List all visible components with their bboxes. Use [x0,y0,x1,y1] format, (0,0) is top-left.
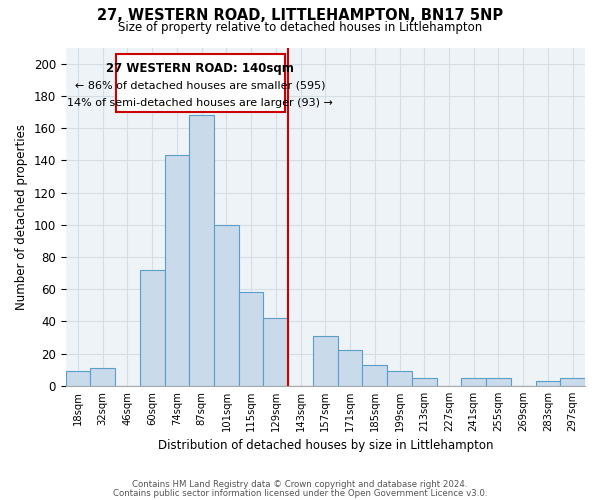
Bar [362,365,387,386]
Bar [313,336,338,386]
Text: ← 86% of detached houses are smaller (595): ← 86% of detached houses are smaller (59… [75,81,326,91]
Bar [116,54,284,112]
Bar [263,318,288,386]
Bar [239,292,263,386]
Text: Size of property relative to detached houses in Littlehampton: Size of property relative to detached ho… [118,21,482,34]
Text: 27, WESTERN ROAD, LITTLEHAMPTON, BN17 5NP: 27, WESTERN ROAD, LITTLEHAMPTON, BN17 5N… [97,8,503,22]
Y-axis label: Number of detached properties: Number of detached properties [15,124,28,310]
Bar [461,378,486,386]
Text: Contains HM Land Registry data © Crown copyright and database right 2024.: Contains HM Land Registry data © Crown c… [132,480,468,489]
Text: 14% of semi-detached houses are larger (93) →: 14% of semi-detached houses are larger (… [67,98,334,108]
Bar [338,350,362,386]
Bar [214,225,239,386]
Bar [164,156,190,386]
Bar [91,368,115,386]
Bar [387,372,412,386]
X-axis label: Distribution of detached houses by size in Littlehampton: Distribution of detached houses by size … [158,440,493,452]
Bar [536,381,560,386]
Text: Contains public sector information licensed under the Open Government Licence v3: Contains public sector information licen… [113,489,487,498]
Bar [190,115,214,386]
Text: 27 WESTERN ROAD: 140sqm: 27 WESTERN ROAD: 140sqm [106,62,295,75]
Bar [412,378,437,386]
Bar [140,270,164,386]
Bar [486,378,511,386]
Bar [65,372,91,386]
Bar [560,378,585,386]
